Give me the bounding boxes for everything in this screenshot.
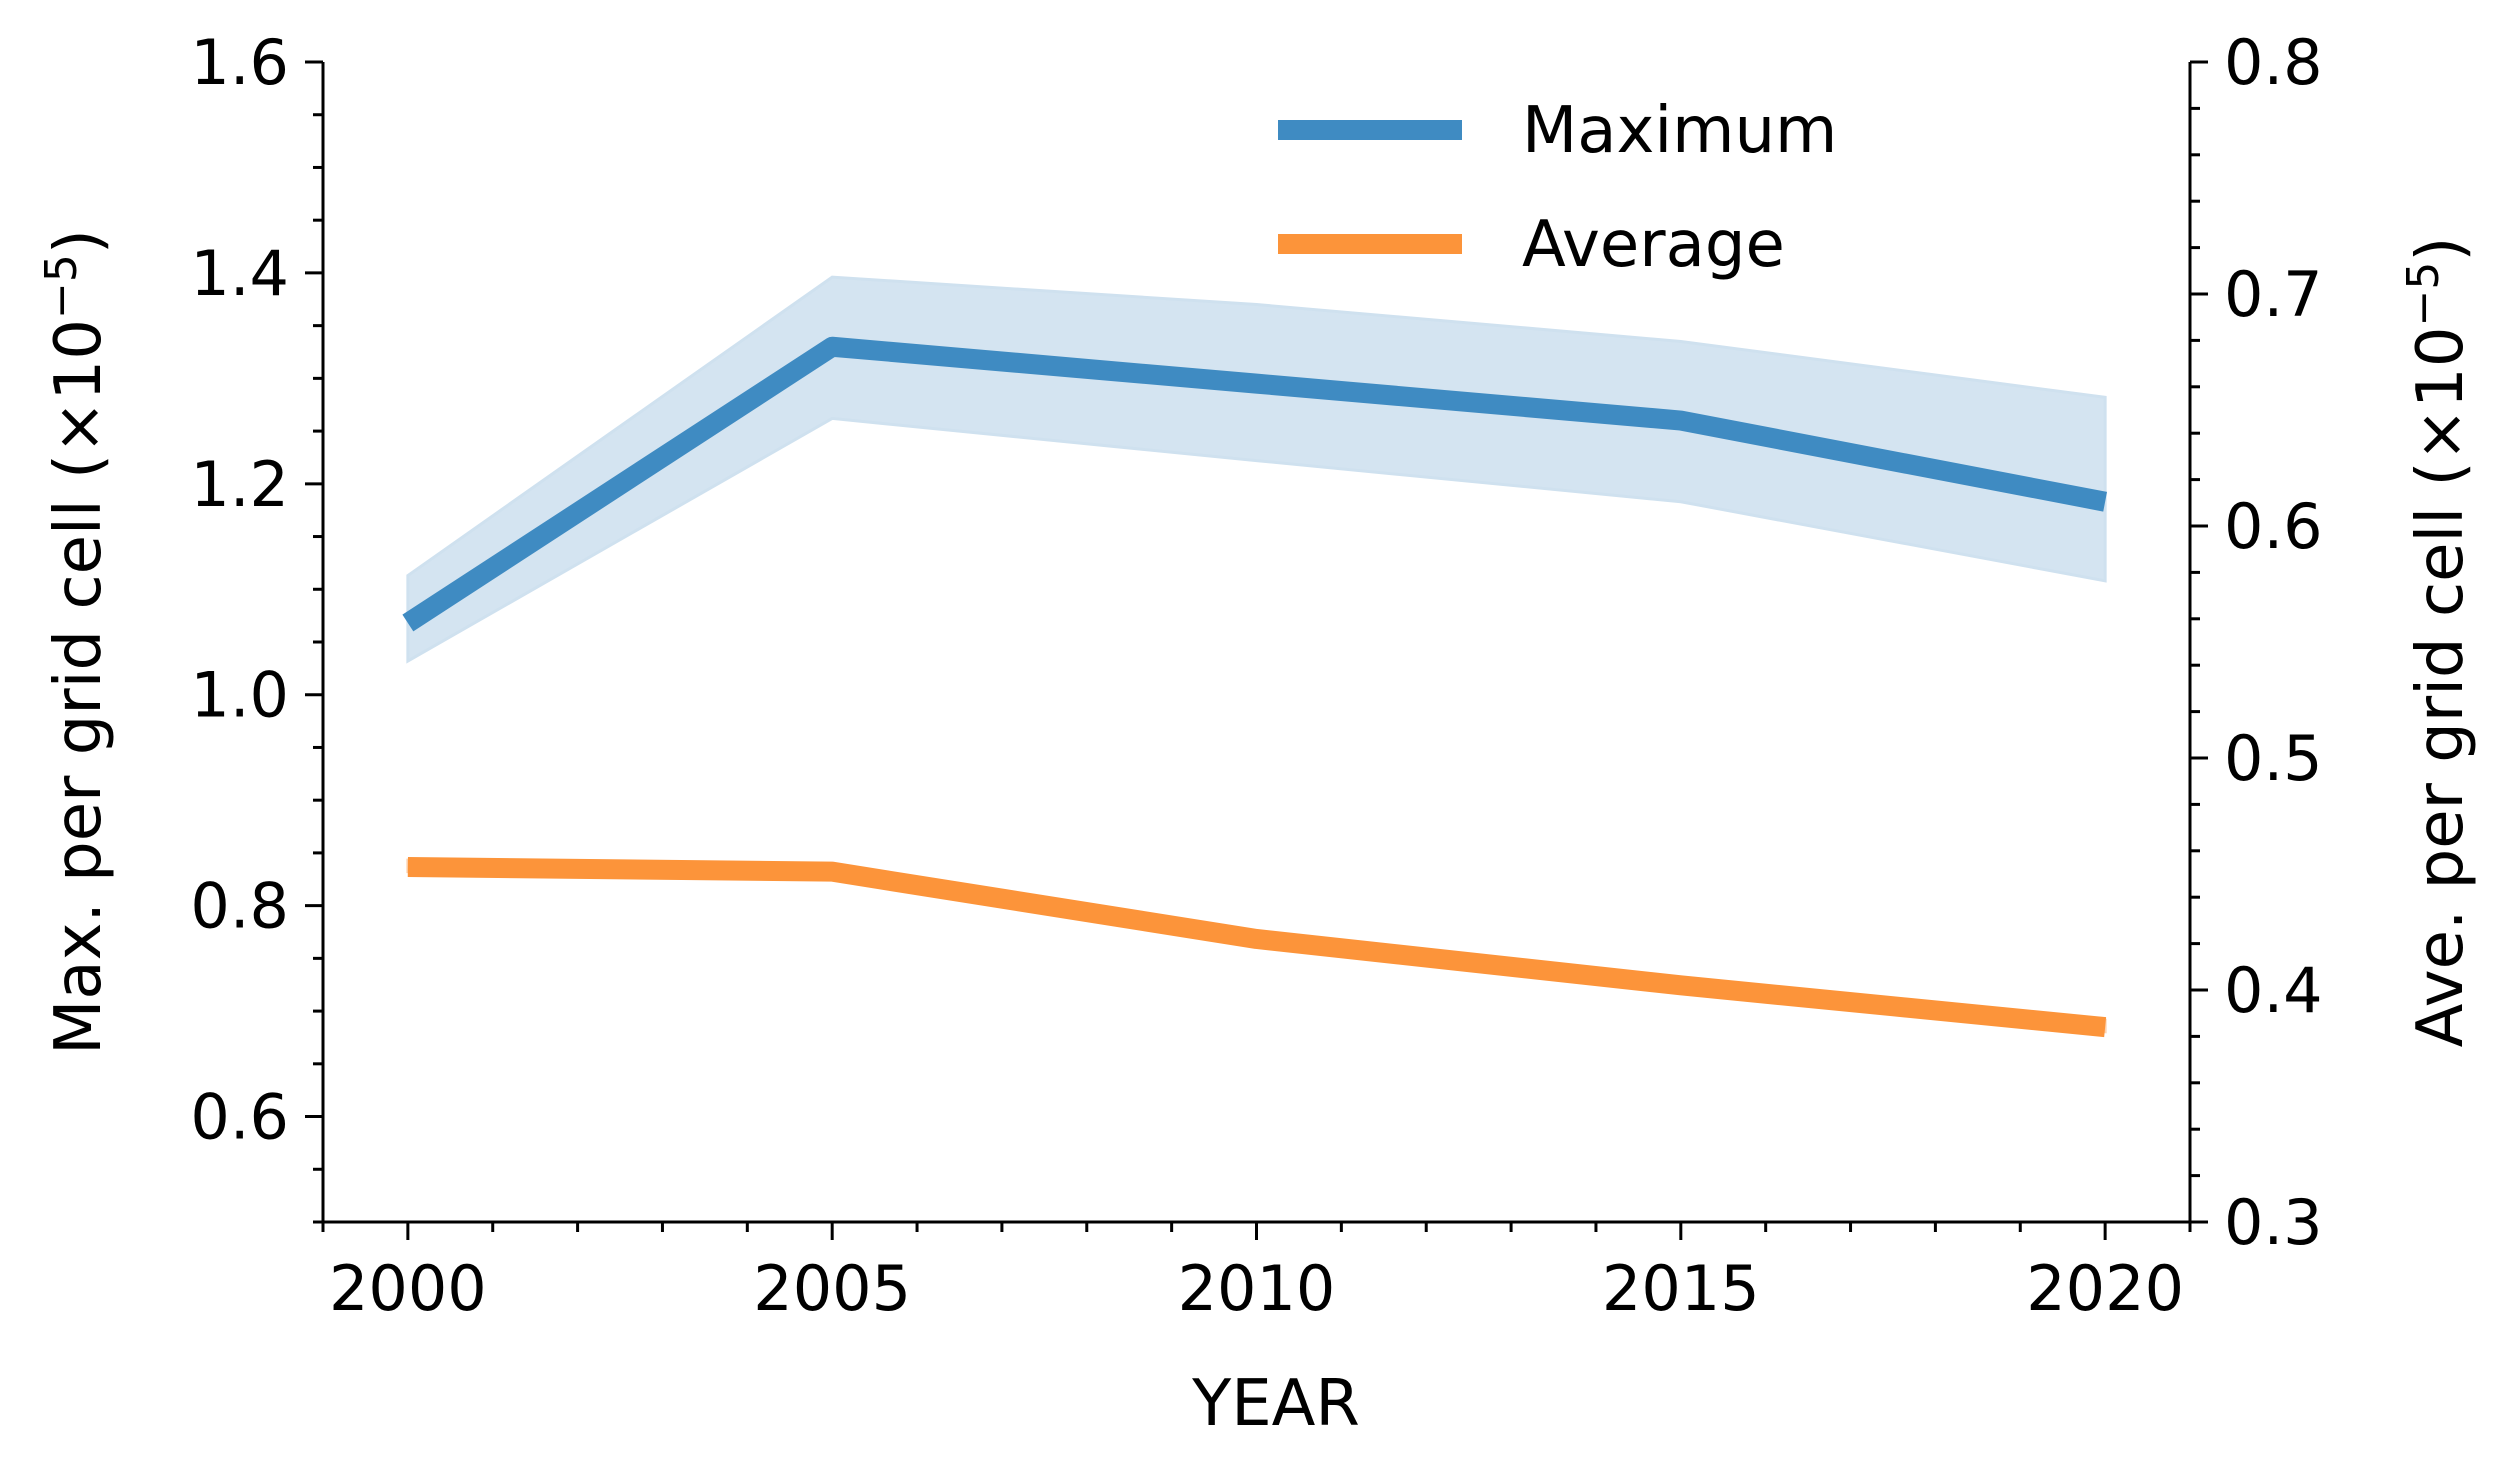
x-axis-label: YEAR bbox=[1191, 1367, 1360, 1441]
right-y-tick-label: 0.3 bbox=[2224, 1186, 2323, 1259]
left-y-axis-label: Max. per grid cell (×10−5) bbox=[36, 229, 116, 1055]
legend-label-maximum: Maximum bbox=[1522, 94, 1837, 168]
average-line bbox=[407, 857, 2107, 1038]
x-tick-label: 2000 bbox=[329, 1252, 487, 1325]
maximum-band bbox=[406, 275, 2107, 664]
x-tick-label: 2015 bbox=[1602, 1252, 1760, 1325]
right-y-tick-label: 0.5 bbox=[2224, 722, 2323, 795]
right-y-axis-ticks: 0.3 0.4 0.5 0.6 0.7 0.8 bbox=[2190, 26, 2323, 1259]
x-tick-label: 2010 bbox=[1178, 1252, 1336, 1325]
right-y-tick-label: 0.8 bbox=[2224, 26, 2323, 99]
series-lines bbox=[402, 336, 2108, 1038]
maximum-line bbox=[402, 336, 2108, 632]
left-y-tick-label: 0.8 bbox=[190, 870, 289, 943]
left-y-tick-label: 1.6 bbox=[190, 26, 289, 99]
right-y-axis-label: Ave. per grid cell (×10−5) bbox=[2398, 237, 2478, 1048]
x-tick-label: 2020 bbox=[2026, 1252, 2184, 1325]
left-y-tick-label: 0.6 bbox=[190, 1081, 289, 1154]
plot-spines bbox=[321, 62, 2192, 1224]
left-y-tick-label: 1.2 bbox=[190, 448, 289, 521]
left-y-axis-ticks: 0.6 0.8 1.0 1.2 1.4 1.6 bbox=[190, 26, 323, 1224]
legend-label-average: Average bbox=[1522, 208, 1785, 282]
left-y-tick-label: 1.4 bbox=[190, 237, 289, 310]
left-y-tick-label: 1.0 bbox=[190, 659, 289, 732]
legend: Maximum Average bbox=[1278, 94, 1837, 282]
x-tick-label: 2005 bbox=[753, 1252, 911, 1325]
x-axis-ticks: 2000 2005 2010 2015 2020 bbox=[321, 1222, 2192, 1325]
right-y-tick-label: 0.7 bbox=[2224, 258, 2323, 331]
right-y-tick-label: 0.4 bbox=[2224, 954, 2323, 1027]
right-y-tick-label: 0.6 bbox=[2224, 490, 2323, 563]
